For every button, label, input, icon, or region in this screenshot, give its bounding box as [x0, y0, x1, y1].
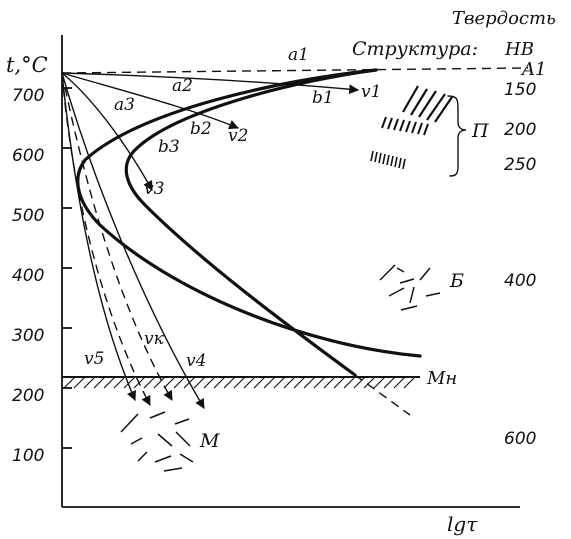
hardness-header: Твердость — [452, 8, 556, 29]
point-b3-label: b3 — [158, 137, 180, 157]
hardness-600: 600 — [504, 429, 536, 449]
point-a3-label: a3 — [114, 95, 135, 115]
y-tick-100: 100 — [12, 446, 44, 466]
rate-v3-label: v3 — [144, 179, 164, 199]
y-tick-300: 300 — [12, 326, 44, 346]
point-a2-label: a2 — [172, 76, 193, 96]
hardness-400: 400 — [504, 271, 536, 291]
structure-header: Структура: — [352, 38, 478, 60]
a1-line-label: A1 — [520, 59, 546, 80]
cooling-curve-vk — [61, 72, 173, 401]
cooling-curve-v1 — [61, 72, 359, 95]
a1-line — [61, 67, 529, 74]
pearlite-label: П — [471, 120, 489, 142]
y-tick-700: 700 — [12, 86, 44, 106]
rate-v5-label: v5 — [84, 349, 104, 369]
rate-vk-label: vк — [144, 329, 165, 349]
transformation-end-curve — [124, 68, 378, 377]
y-axis-label: t,°C — [6, 53, 48, 77]
transformation-start-curve — [76, 68, 422, 358]
cooling-curve-v3 — [61, 72, 153, 191]
point-a1-label: a1 — [288, 45, 309, 65]
cooling-curve-v4 — [61, 72, 205, 409]
mn-line-label: Мн — [426, 368, 457, 389]
x-axis-label: lgτ — [447, 512, 478, 536]
end-curve-dashed-extension — [354, 374, 411, 416]
bainite-label: Б — [449, 270, 464, 292]
hb-header: НВ — [504, 39, 534, 60]
pearlite-texture-200 — [381, 116, 429, 136]
rate-v4-label: v4 — [186, 351, 206, 371]
y-tick-500: 500 — [12, 206, 44, 226]
y-tick-200: 200 — [12, 386, 44, 406]
point-b1-label: b1 — [312, 88, 334, 108]
hardness-250: 250 — [504, 155, 536, 175]
cooling-curve-v2 — [61, 72, 239, 130]
martensite-label: М — [199, 430, 220, 452]
axes: t,°C lgτ 700 600 500 400 300 200 100 — [6, 35, 520, 536]
cooling-curve-v5-dashed — [61, 72, 151, 406]
cooling-curve-v5 — [61, 72, 137, 401]
pearlite-texture-150 — [402, 85, 453, 123]
pearlite-brace — [447, 95, 467, 177]
rate-v2-label: v2 — [228, 126, 248, 146]
point-b2-label: b2 — [190, 119, 212, 139]
rate-v1-label: v1 — [361, 82, 381, 102]
martensite-texture — [120, 411, 194, 472]
y-tick-400: 400 — [12, 266, 44, 286]
y-tick-600: 600 — [12, 146, 44, 166]
hardness-200: 200 — [504, 120, 536, 140]
hardness-150: 150 — [504, 80, 536, 100]
pearlite-texture-250 — [370, 150, 406, 170]
mn-line — [62, 376, 420, 389]
bainite-texture — [379, 264, 441, 311]
